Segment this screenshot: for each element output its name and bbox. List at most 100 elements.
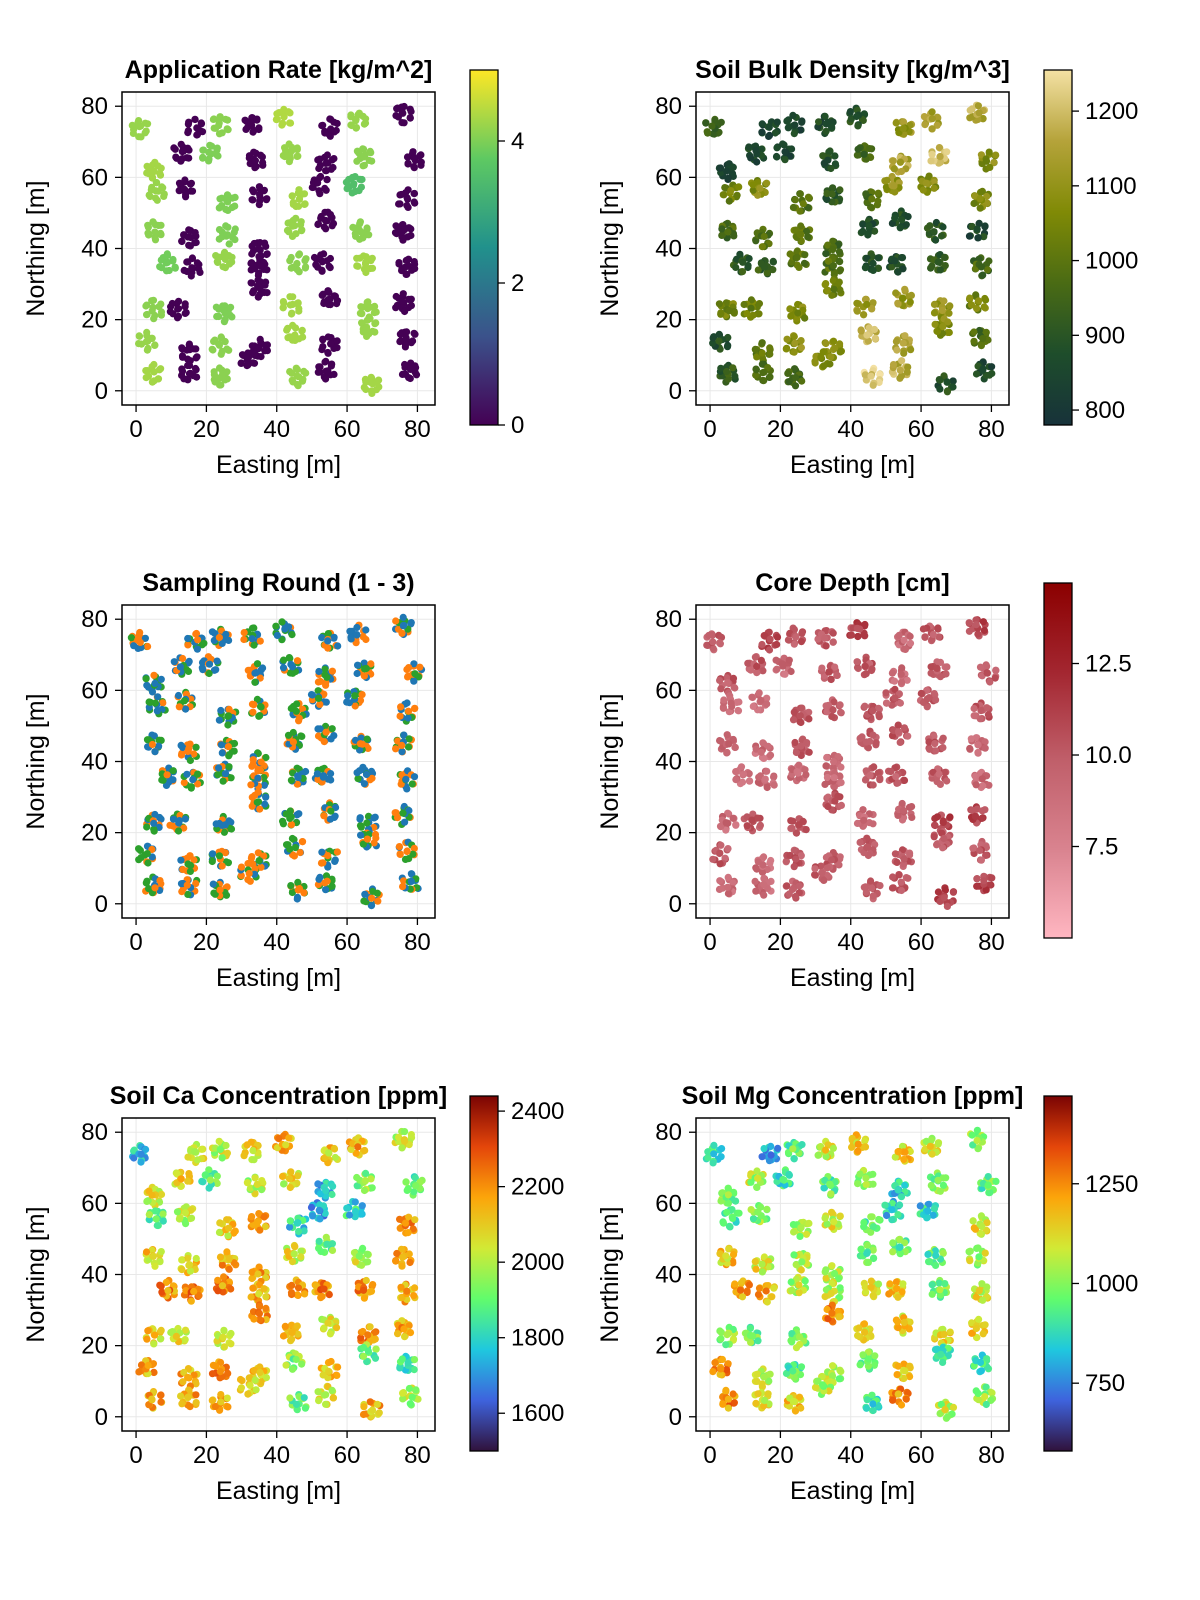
data-point [399,809,407,817]
data-point [324,367,332,375]
data-point [404,707,413,715]
plot-cluster [314,664,337,689]
data-point [218,1261,226,1269]
plot-cluster [353,145,376,170]
data-point [279,664,288,672]
plot-cluster [142,1246,165,1270]
data-point [323,1240,331,1248]
data-point [979,365,987,373]
data-point [752,365,760,373]
data-point [295,373,303,381]
data-point [143,311,151,319]
plot-cluster [318,287,342,309]
data-point [724,174,733,182]
plot-cluster [320,1144,342,1167]
data-point [830,285,838,293]
data-point [406,365,415,373]
y-tick-label: 60 [81,677,108,704]
data-point [327,340,335,348]
y-tick-label: 80 [655,93,682,120]
data-point [185,657,193,666]
data-point [324,637,332,645]
data-point [892,773,900,781]
data-point [985,148,993,156]
data-point [890,182,898,190]
data-point [360,120,368,128]
data-point [224,223,232,231]
data-point [800,259,809,267]
data-point [899,295,907,303]
data-point [401,1137,409,1145]
data-point [860,816,868,824]
data-point [723,731,731,739]
data-point [227,1329,235,1338]
plot-cluster [283,321,307,344]
data-point [256,1226,264,1234]
data-point [157,365,165,373]
plot-cluster [752,225,774,251]
data-point [317,251,325,259]
plot-cluster [170,140,193,165]
data-point [744,261,752,270]
data-point [182,705,190,713]
data-point [219,1333,227,1341]
x-tick-label: 80 [978,416,1005,443]
data-point [278,121,286,129]
data-point [179,865,187,874]
data-point [157,1282,165,1290]
plot-cluster [709,841,732,868]
plot-cluster [888,207,912,232]
data-point [251,157,259,165]
data-point [928,125,936,133]
data-point [729,163,737,171]
data-point [403,847,411,855]
data-point [975,109,983,117]
data-point [319,343,327,351]
plot-cluster [135,328,159,354]
data-point [781,670,789,678]
plot-cluster [860,364,884,389]
data-point [936,385,944,393]
data-point [289,738,297,746]
data-point [295,250,304,258]
data-point [854,632,862,641]
data-point [986,678,994,686]
plot-cluster [719,181,743,205]
data-point [919,186,927,194]
data-point [150,368,158,376]
data-point [323,151,331,159]
data-point [368,157,376,165]
data-point [836,701,844,709]
data-point [399,1253,407,1261]
plot-cluster [861,250,883,274]
data-point [724,845,732,853]
data-point [151,1331,159,1339]
data-point [284,108,292,116]
plot-cluster [180,768,204,792]
data-point [288,147,296,155]
plot-cluster [156,1276,178,1302]
data-point [401,341,410,349]
plot-cluster [398,359,421,383]
data-point [929,630,937,639]
data-point [362,635,370,644]
plot-cluster [173,1203,197,1228]
data-point [869,781,877,789]
data-point [716,849,724,857]
data-point [175,297,183,305]
data-point [297,1253,305,1261]
data-point [293,1322,301,1330]
data-point [757,656,766,665]
data-point [398,233,406,241]
plot-cluster [716,361,739,386]
data-point [853,624,861,633]
data-point [410,163,418,171]
data-point [223,125,231,133]
data-point [861,702,869,710]
data-point [224,206,232,214]
data-point [934,888,943,896]
data-point [889,873,897,881]
plot-cluster [719,692,743,716]
data-point [732,821,740,829]
data-point [981,223,989,231]
